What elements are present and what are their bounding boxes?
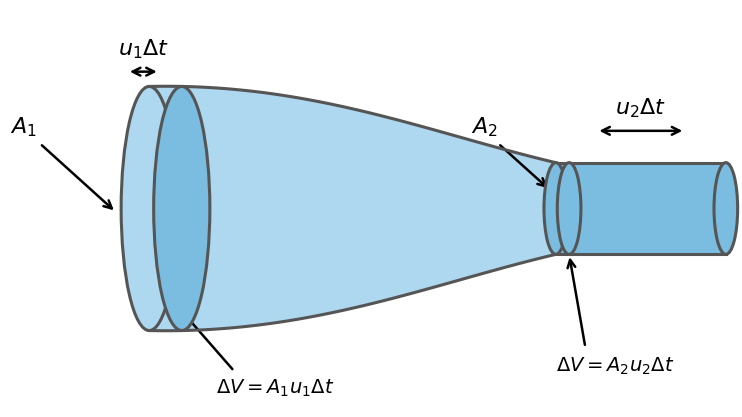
Polygon shape — [149, 86, 556, 331]
Ellipse shape — [557, 163, 581, 254]
Ellipse shape — [154, 86, 210, 331]
Polygon shape — [556, 163, 726, 254]
Text: $u_2\Delta t$: $u_2\Delta t$ — [615, 96, 666, 120]
Text: $A_1$: $A_1$ — [10, 116, 37, 139]
Text: $\Delta V=A_1u_1\Delta t$: $\Delta V=A_1u_1\Delta t$ — [216, 378, 334, 399]
Ellipse shape — [544, 163, 568, 254]
Text: $\Delta V=A_2u_2\Delta t$: $\Delta V=A_2u_2\Delta t$ — [556, 356, 674, 377]
Ellipse shape — [714, 163, 738, 254]
Text: $A_2$: $A_2$ — [470, 116, 497, 139]
Ellipse shape — [121, 86, 177, 331]
Text: $u_1\Delta t$: $u_1\Delta t$ — [118, 37, 169, 60]
